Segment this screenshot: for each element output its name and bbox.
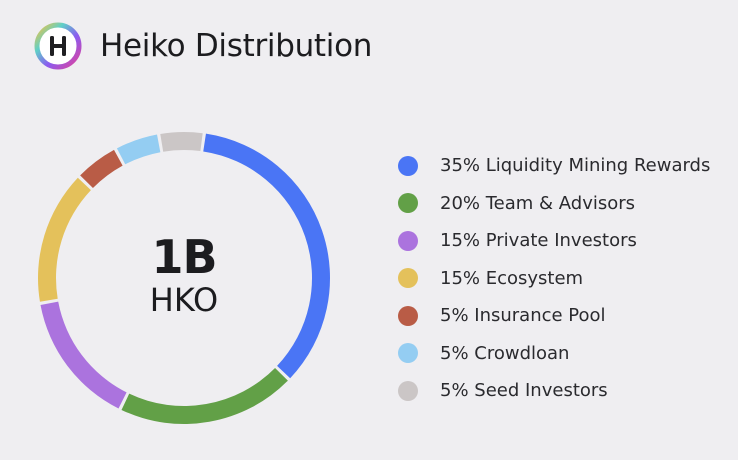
donut-segment [160, 132, 203, 152]
donut-segment [203, 133, 330, 379]
legend-swatch [398, 230, 418, 251]
legend-swatch [398, 268, 418, 289]
legend-item: 5% Crowdloan [398, 335, 710, 373]
legend-label: 5% Insurance Pool [440, 305, 606, 327]
legend-label: 15% Ecosystem [440, 267, 584, 289]
legend-item: 15% Ecosystem [398, 260, 710, 298]
legend-item: 15% Private Investors [398, 222, 710, 260]
legend-label: 35% Liquidity Mining Rewards [440, 155, 711, 177]
legend-item: 5% Seed Investors [398, 372, 710, 410]
donut-center: 1B HKO [32, 126, 336, 430]
donut-chart: 1B HKO [32, 126, 336, 430]
legend-item: 20% Team & Advisors [398, 185, 710, 223]
legend-swatch [398, 380, 418, 401]
legend-swatch [398, 193, 418, 214]
donut-segment [80, 149, 123, 189]
legend-swatch [398, 155, 418, 176]
legend-label: 5% Seed Investors [440, 380, 608, 402]
legend-label: 5% Crowdloan [440, 342, 570, 364]
total-supply-value: 1B [151, 230, 217, 284]
header: Heiko Distribution [34, 22, 372, 70]
legend-item: 5% Insurance Pool [398, 297, 710, 335]
legend-item: 35% Liquidity Mining Rewards [398, 147, 710, 185]
legend-label: 20% Team & Advisors [440, 192, 636, 214]
legend-label: 15% Private Investors [440, 230, 637, 252]
heiko-logo-icon [34, 22, 82, 70]
token-symbol: HKO [149, 281, 219, 319]
donut-svg [38, 132, 330, 424]
donut-segment [38, 177, 91, 302]
donut-segment [121, 367, 288, 424]
legend-swatch [398, 343, 418, 364]
chart-legend: 35% Liquidity Mining Rewards 20% Team & A… [398, 147, 710, 410]
page-title: Heiko Distribution [100, 28, 373, 64]
legend-swatch [398, 305, 418, 326]
donut-segment [40, 301, 127, 409]
donut-segment [116, 134, 161, 165]
